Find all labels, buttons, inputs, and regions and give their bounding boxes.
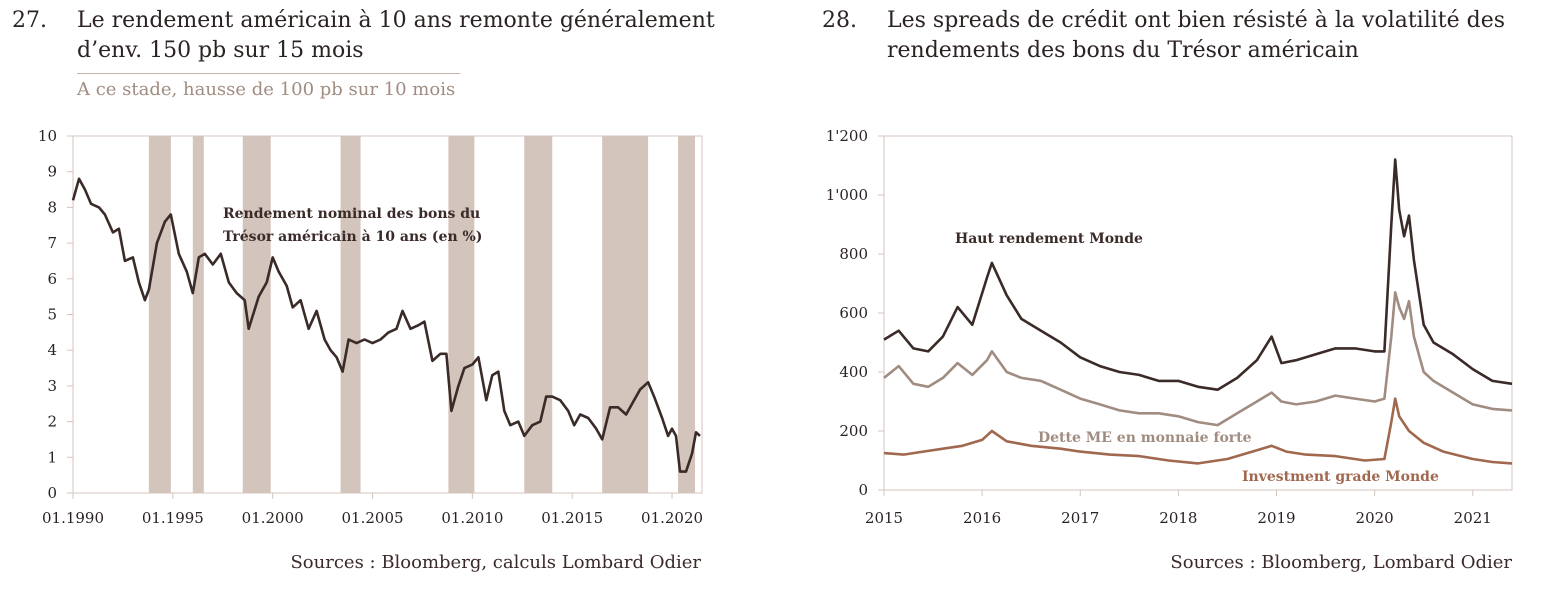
panel1-title: Le rendement américain à 10 ans remonte … [77, 6, 715, 66]
y-tick-label: 800 [839, 245, 868, 263]
x-tick-label: 01.2010 [441, 509, 503, 527]
chart1-y-axis: 0 1 2 3 4 5 6 7 8 9 10 [38, 127, 73, 502]
y-tick-label: 1'000 [826, 186, 868, 204]
y-tick-label: 2 [47, 413, 57, 431]
y-tick-label: 9 [47, 163, 57, 181]
x-tick-label: 2015 [865, 509, 903, 527]
investment-grade-world-line [883, 397, 1513, 465]
y-tick-label: 1 [47, 448, 57, 466]
panel1-title-rule [77, 73, 460, 74]
x-tick-label: 01.1990 [42, 509, 104, 527]
legend-em-hard-currency-debt: Dette ME en monnaie forte [1038, 430, 1252, 446]
x-tick-label: 01.2015 [541, 509, 603, 527]
panel2-title-line1: Les spreads de crédit ont bien résisté à… [887, 8, 1506, 33]
chart2-x-axis: 2015 2016 2017 2018 2019 2020 2021 [865, 490, 1492, 527]
chart1-annotation-line2: Trésor américain à 10 ans (en %) [223, 229, 482, 245]
x-tick-label: 2018 [1159, 509, 1197, 527]
panel1-title-line1: Le rendement américain à 10 ans remonte … [77, 8, 715, 33]
y-tick-label: 1'200 [826, 127, 868, 145]
shaded-period-5 [524, 136, 553, 493]
shaded-period-3 [340, 136, 361, 493]
shaded-period-7 [678, 136, 696, 493]
x-tick-label: 01.2020 [641, 509, 703, 527]
panel2-source: Sources : Bloomberg, Lombard Odier [1170, 552, 1512, 573]
shaded-period-1 [192, 136, 204, 493]
us-10y-yield-line [71, 177, 701, 473]
chart1-annotation-line1: Rendement nominal des bons du [223, 206, 480, 222]
panel2-title-line2: rendements des bons du Trésor américain [887, 38, 1359, 63]
panel1-title-line2: d’env. 150 pb sur 15 mois [77, 38, 364, 63]
y-tick-label: 4 [47, 341, 57, 359]
em-hard-currency-debt-line [883, 291, 1513, 427]
shaded-period-6 [602, 136, 649, 493]
figure-number-28: 28. [822, 8, 857, 33]
x-tick-label: 01.1995 [142, 509, 204, 527]
x-tick-label: 01.2005 [342, 509, 404, 527]
figure-number-27: 27. [12, 8, 47, 33]
y-tick-label: 7 [47, 234, 57, 252]
chart1-x-axis: 01.1990 01.1995 01.2000 01.2005 01.2010 01.20… [42, 493, 703, 527]
panel1-subtitle: A ce stade, hausse de 100 pb sur 10 mois [77, 79, 456, 100]
y-tick-label: 400 [839, 363, 868, 381]
legend-investment-grade-world: Investment grade Monde [1242, 469, 1439, 485]
chart2-y-axis: 0 200 400 600 800 1'000 1'200 [826, 127, 884, 499]
x-tick-label: 2021 [1454, 509, 1492, 527]
x-tick-label: 2017 [1061, 509, 1099, 527]
y-tick-label: 0 [858, 481, 868, 499]
y-tick-label: 6 [47, 270, 57, 288]
high-yield-world-line [883, 158, 1513, 391]
x-tick-label: 2016 [963, 509, 1001, 527]
recession-shading [148, 136, 696, 493]
y-tick-label: 200 [839, 422, 868, 440]
x-tick-label: 2019 [1257, 509, 1295, 527]
panel2-title: Les spreads de crédit ont bien résisté à… [887, 6, 1505, 66]
y-tick-label: 0 [47, 484, 57, 502]
y-tick-label: 600 [839, 304, 868, 322]
y-tick-label: 8 [47, 198, 57, 216]
y-tick-label: 3 [47, 377, 57, 395]
x-tick-label: 01.2000 [242, 509, 304, 527]
panel1-source: Sources : Bloomberg, calculs Lombard Odi… [290, 552, 701, 573]
y-tick-label: 5 [47, 306, 57, 324]
y-tick-label: 10 [38, 127, 57, 145]
shaded-period-4 [448, 136, 475, 493]
x-tick-label: 2020 [1356, 509, 1394, 527]
shaded-period-0 [148, 136, 171, 493]
legend-high-yield-world: Haut rendement Monde [955, 231, 1143, 247]
